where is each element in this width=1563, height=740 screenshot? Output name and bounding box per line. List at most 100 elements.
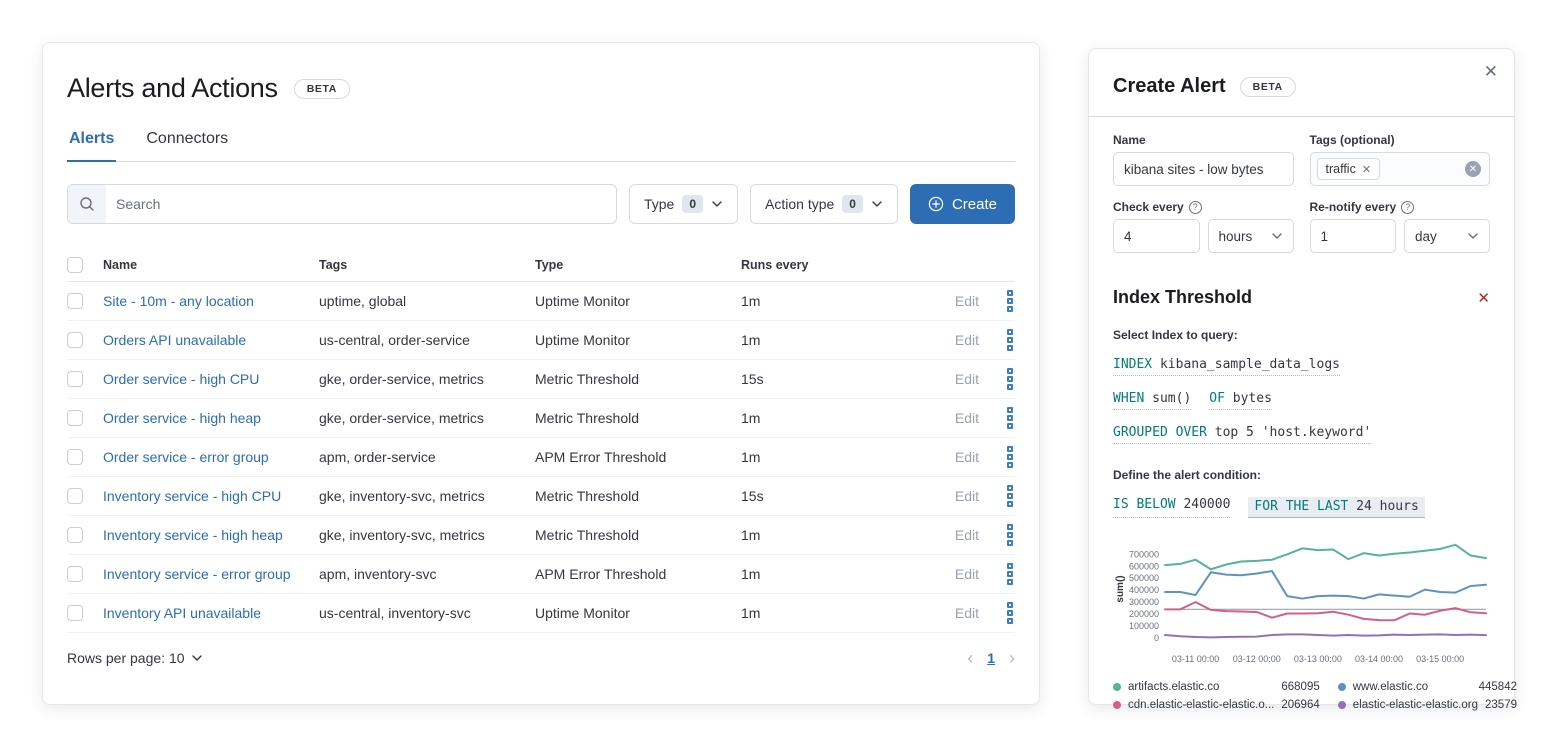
alert-name-cell: Site - 10m - any location — [103, 293, 319, 309]
flyout-title: Create Alert — [1113, 75, 1226, 97]
edit-link[interactable]: Edit — [954, 371, 979, 387]
page-number[interactable]: 1 — [987, 650, 995, 666]
controls-row: Type 0 Action type 0 Create — [67, 184, 1015, 224]
actions-menu-icon[interactable] — [1005, 444, 1015, 470]
search-input[interactable] — [106, 196, 616, 212]
row-actions-cell — [979, 327, 1015, 353]
check-every-unit-select[interactable]: hours — [1207, 219, 1294, 253]
help-icon: ? — [1188, 200, 1202, 214]
divider — [1089, 116, 1514, 117]
renotify-every-input[interactable] — [1309, 219, 1396, 253]
series-line — [1164, 601, 1487, 622]
edit-link[interactable]: Edit — [954, 332, 979, 348]
alert-runs-every-cell: 1m — [741, 566, 761, 582]
edit-link[interactable]: Edit — [954, 566, 979, 582]
search-icon — [68, 185, 106, 223]
legend-series-name: elastic-elastic-elastic.org — [1352, 699, 1479, 711]
chart-legend: artifacts.elastic.co 668095 www.elastic.co… — [1113, 681, 1517, 711]
type-filter-label: Type — [643, 196, 675, 212]
alert-runs-every-cell: 1m — [741, 410, 761, 426]
alert-name-link[interactable]: Orders API unavailable — [103, 332, 247, 348]
alert-name-link[interactable]: Inventory API unavailable — [103, 605, 261, 621]
check-every-input[interactable] — [1113, 219, 1200, 253]
name-label: Name — [1113, 133, 1146, 147]
action-type-filter-button[interactable]: Action type 0 — [750, 184, 898, 224]
renotify-every-unit-select[interactable]: day — [1404, 219, 1490, 253]
legend-item[interactable]: cdn.elastic-elastic-elastic.o... 206964 — [1113, 699, 1320, 711]
alert-name-link[interactable]: Inventory service - error group — [103, 566, 291, 582]
row-checkbox[interactable] — [67, 293, 83, 309]
row-checkbox[interactable] — [67, 332, 83, 348]
edit-link[interactable]: Edit — [954, 605, 979, 621]
row-checkbox[interactable] — [67, 527, 83, 543]
expression-clause[interactable]: GROUPED OVER top 5 'host.keyword' — [1113, 425, 1372, 444]
row-checkbox[interactable] — [67, 605, 83, 621]
tag-pill-label: traffic — [1325, 162, 1356, 176]
actions-menu-icon[interactable] — [1005, 366, 1015, 392]
row-checkbox[interactable] — [67, 566, 83, 582]
actions-menu-icon[interactable] — [1005, 522, 1015, 548]
name-input[interactable] — [1113, 152, 1294, 186]
edit-link[interactable]: Edit — [954, 293, 979, 309]
edit-link[interactable]: Edit — [954, 410, 979, 426]
tag-pill-traffic[interactable]: traffic ✕ — [1316, 158, 1381, 180]
remove-tag-icon[interactable]: ✕ — [1361, 163, 1372, 176]
alert-form: Name Tags (optional) traffic ✕ ✕ Check e… — [1113, 133, 1490, 253]
header-type: Type — [535, 257, 564, 272]
row-checkbox[interactable] — [67, 449, 83, 465]
prev-page-button[interactable]: ‹ — [967, 648, 974, 668]
actions-menu-icon[interactable] — [1005, 405, 1015, 431]
alert-name-link[interactable]: Order service - high heap — [103, 410, 261, 426]
alert-name-link[interactable]: Order service - high CPU — [103, 371, 260, 387]
edit-link[interactable]: Edit — [954, 488, 979, 504]
row-checkbox-cell — [67, 410, 103, 426]
row-checkbox[interactable] — [67, 410, 83, 426]
clear-tags-icon[interactable]: ✕ — [1465, 161, 1481, 177]
rows-per-page-button[interactable]: Rows per page: 10 — [67, 650, 203, 666]
actions-menu-icon[interactable] — [1005, 561, 1015, 587]
expression-clause[interactable]: IS BELOW 240000 — [1113, 497, 1231, 518]
next-page-button[interactable]: › — [1009, 648, 1015, 668]
row-actions-cell — [979, 483, 1015, 509]
alert-name-link[interactable]: Inventory service - high heap — [103, 527, 283, 543]
close-icon[interactable]: ✕ — [1483, 62, 1498, 81]
edit-link[interactable]: Edit — [954, 527, 979, 543]
edit-link[interactable]: Edit — [954, 449, 979, 465]
alert-name-cell: Inventory API unavailable — [103, 605, 319, 621]
row-actions-cell — [979, 405, 1015, 431]
create-button[interactable]: Create — [909, 184, 1015, 224]
table-row: Inventory service - high heap gke, invent… — [67, 516, 1015, 555]
index-threshold-title: Index Threshold — [1113, 287, 1253, 307]
row-actions-cell — [979, 444, 1015, 470]
row-checkbox[interactable] — [67, 371, 83, 387]
actions-menu-icon[interactable] — [1005, 483, 1015, 509]
chevron-down-icon — [712, 201, 722, 207]
alerts-table-body: Site - 10m - any location uptime, global U… — [67, 282, 1015, 633]
expression-clause[interactable]: INDEX kibana_sample_data_logs — [1113, 357, 1340, 376]
expression-clause[interactable]: OF bytes — [1209, 391, 1272, 410]
alert-name-link[interactable]: Inventory service - high CPU — [103, 488, 282, 504]
tab-alerts[interactable]: Alerts — [67, 130, 117, 162]
svg-text:03-14 00:00: 03-14 00:00 — [1355, 654, 1403, 664]
alert-tags-cell: uptime, global — [319, 293, 407, 309]
select-all-checkbox[interactable] — [67, 256, 83, 273]
legend-item[interactable]: www.elastic.co 445842 — [1337, 681, 1517, 693]
query-expressions: INDEX kibana_sample_data_logs WHEN sum() O… — [1113, 357, 1490, 444]
remove-alert-type-icon[interactable]: ✕ — [1477, 289, 1490, 307]
type-filter-button[interactable]: Type 0 — [628, 184, 739, 224]
alert-name-link[interactable]: Order service - error group — [103, 449, 269, 465]
actions-menu-icon[interactable] — [1005, 600, 1015, 626]
alert-name-link[interactable]: Site - 10m - any location — [103, 293, 254, 309]
legend-item[interactable]: artifacts.elastic.co 668095 — [1113, 681, 1320, 693]
tab-connectors[interactable]: Connectors — [146, 130, 229, 147]
actions-menu-icon[interactable] — [1005, 288, 1015, 314]
expression-clause[interactable]: WHEN sum() — [1113, 391, 1192, 410]
actions-menu-icon[interactable] — [1005, 327, 1015, 353]
page-title: Alerts and Actions — [67, 73, 278, 103]
expression-clause[interactable]: FOR THE LAST 24 hours — [1248, 497, 1425, 518]
legend-item[interactable]: elastic-elastic-elastic.org 23579 — [1337, 699, 1517, 711]
tags-input[interactable]: traffic ✕ ✕ — [1309, 152, 1490, 186]
search-box[interactable] — [67, 184, 617, 224]
row-checkbox[interactable] — [67, 488, 83, 504]
